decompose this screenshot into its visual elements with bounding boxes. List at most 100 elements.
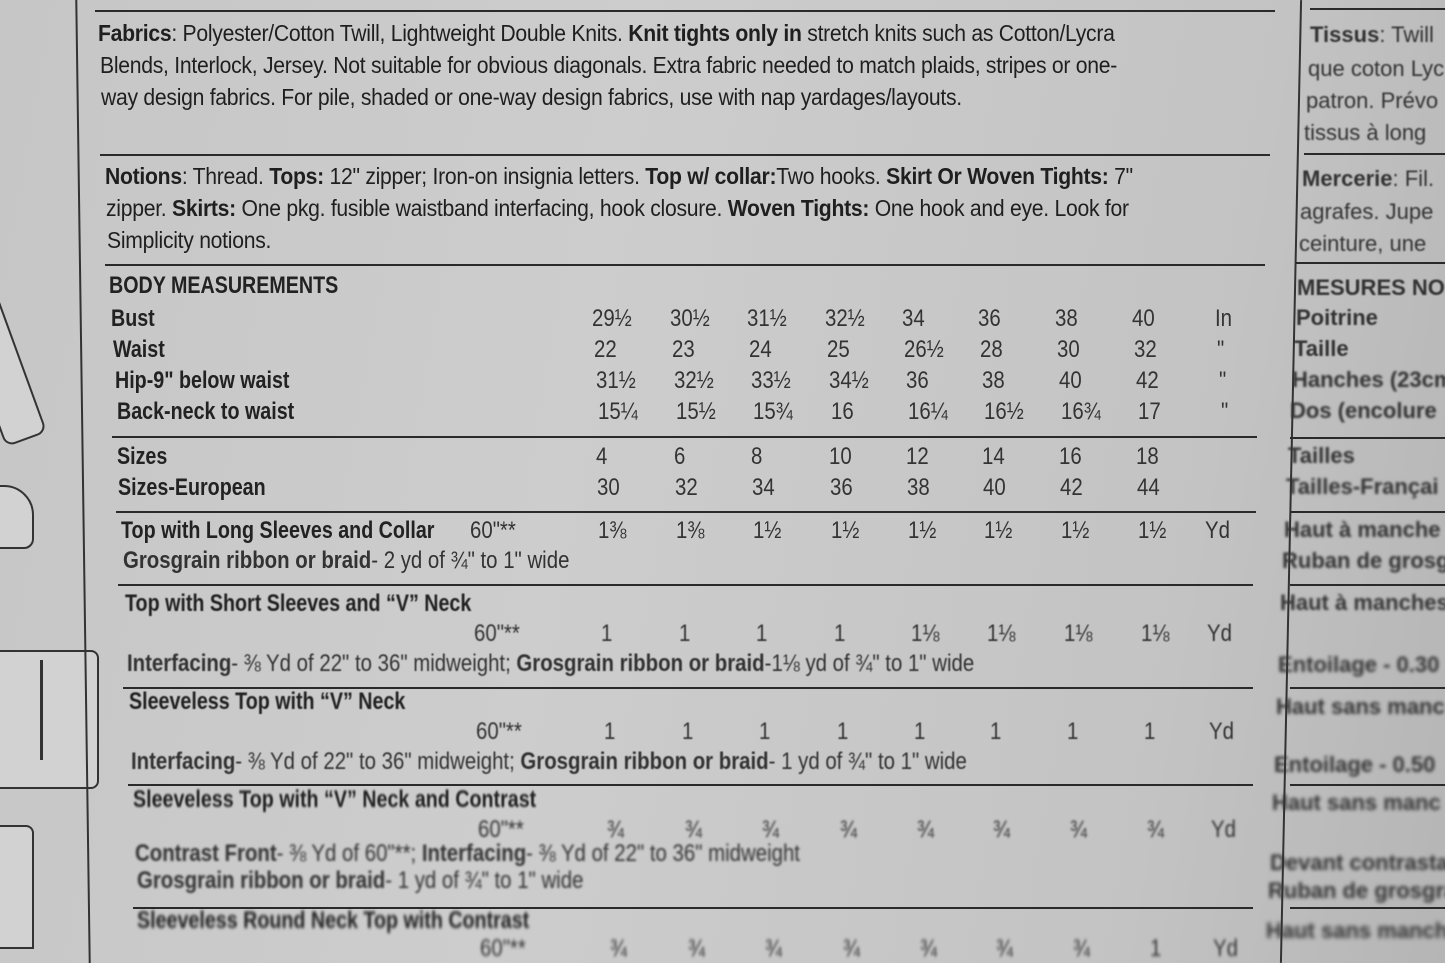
value-cell: ¾ <box>1070 816 1088 843</box>
value-cell: 4 <box>596 443 608 470</box>
value-cell: 1 <box>759 718 771 745</box>
value-cell: 1⅛ <box>911 620 940 647</box>
french-mercerie: Mercerie: Fil. <box>1302 166 1434 192</box>
view-title: Top with Long Sleeves and Collar <box>121 517 435 544</box>
short-sleeve-sketch <box>0 485 34 549</box>
french-row-label: Tailles-Françai <box>1286 474 1439 499</box>
fabrics-line-2: Blends, Interlock, Jersey. Not suitable … <box>100 52 1118 78</box>
divider <box>95 10 1275 12</box>
unit-label: " <box>1221 398 1229 425</box>
value-cell: ¾ <box>840 816 858 843</box>
value-cell: ¾ <box>765 935 783 962</box>
notions-text: One hook and eye. Look for <box>869 195 1129 221</box>
note-text: Interfacing <box>127 650 232 677</box>
mercerie-text: : Fil. <box>1392 166 1435 191</box>
value-cell: 30½ <box>670 305 710 332</box>
measurement-label: Back-neck to waist <box>117 398 295 425</box>
value-cell: 15¾ <box>753 398 793 425</box>
notions-note: Interfacing- ⅜ Yd of 22" to 36" midweigh… <box>127 650 974 678</box>
value-cell: 36 <box>978 305 1001 332</box>
unit-label: Yd <box>1213 935 1238 962</box>
notions-note: Interfacing- ⅜ Yd of 22" to 36" midweigh… <box>131 748 967 776</box>
value-cell: 31½ <box>596 367 636 394</box>
value-cell: 30 <box>597 474 620 501</box>
value-cell: 1⅛ <box>987 620 1016 647</box>
note-text: Contrast Front <box>135 840 277 867</box>
french-row-label: Taille <box>1294 336 1349 361</box>
notions-text: Skirt Or Woven Tights: <box>886 163 1109 189</box>
unit-label: Yd <box>1207 620 1232 647</box>
notions-line-1: Notions: Thread. Tops: 12" zipper; Iron-… <box>105 163 1133 190</box>
divider <box>1290 784 1445 786</box>
value-cell: 29½ <box>592 305 632 332</box>
notions-text: zipper. <box>106 195 173 221</box>
notions-text: One pkg. fusible waistband interfacing, … <box>235 195 728 221</box>
view-title: Sleeveless Top with “V” Neck <box>129 688 406 715</box>
divider <box>116 511 1256 513</box>
notions-line-2: zipper. Skirts: One pkg. fusible waistba… <box>106 195 1129 222</box>
value-cell: 1 <box>837 718 849 745</box>
value-cell: 38 <box>982 367 1005 394</box>
zipper-top-sketch <box>0 650 99 789</box>
value-cell: 38 <box>1055 305 1078 332</box>
value-cell: 22 <box>594 336 617 363</box>
value-cell: 40 <box>1132 305 1155 332</box>
value-cell: 1½ <box>831 517 860 544</box>
note-text: - 1 yd of ¾" to 1" wide <box>768 748 967 775</box>
value-cell: 34½ <box>829 367 869 394</box>
body-measurements-heading: BODY MEASUREMENTS <box>109 272 339 299</box>
value-cell: 16¾ <box>1061 398 1101 425</box>
notions-label: Notions <box>105 163 182 189</box>
value-cell: ¾ <box>917 816 935 843</box>
notions-text: 12" zipper; Iron-on insignia letters. <box>323 163 646 189</box>
value-cell: 1½ <box>753 517 782 544</box>
divider <box>128 784 1253 786</box>
zipper-line <box>40 660 43 760</box>
value-cell: ¾ <box>1073 935 1091 962</box>
value-cell: 1 <box>1150 935 1162 962</box>
sleeve-sketch <box>0 296 48 448</box>
value-cell: 16 <box>831 398 854 425</box>
value-cell: ¾ <box>1147 816 1165 843</box>
note-text: - 1 yd of ¾" to 1" wide <box>385 867 584 894</box>
value-cell: 34 <box>902 305 925 332</box>
value-cell: 26½ <box>904 336 944 363</box>
note-text: Interfacing <box>421 840 527 867</box>
value-cell: 24 <box>749 336 772 363</box>
value-cell: 1 <box>601 620 613 647</box>
note-text: - 2 yd of ¾" to 1" wide <box>371 547 570 574</box>
note-text: Grosgrain ribbon or braid <box>123 547 372 574</box>
french-row-label: Haut sans manc <box>1276 694 1445 719</box>
divider <box>1304 153 1445 155</box>
value-cell: 1⅜ <box>676 517 705 544</box>
divider <box>1290 584 1445 586</box>
value-cell: 1 <box>682 718 694 745</box>
measurement-label: Waist <box>113 336 165 363</box>
value-cell: 6 <box>674 443 686 470</box>
value-cell: 16 <box>1059 443 1082 470</box>
value-cell: ¾ <box>688 935 706 962</box>
value-cell: 1 <box>834 620 846 647</box>
fabric-width: 60"** <box>470 517 516 544</box>
unit-label: Yd <box>1205 517 1230 544</box>
notions-line-3: Simplicity notions. <box>107 227 272 253</box>
french-row-label: Poitrine <box>1296 305 1378 330</box>
value-cell: 1½ <box>1138 517 1167 544</box>
value-cell: 31½ <box>747 305 787 332</box>
view-title: Sleeveless Top with “V” Neck and Contras… <box>133 786 537 813</box>
value-cell: 32 <box>675 474 698 501</box>
value-cell: 1 <box>604 718 616 745</box>
french-row-label: Tailles <box>1288 443 1355 468</box>
value-cell: ¾ <box>843 935 861 962</box>
note-text: - ⅜ Yd of 60"**; <box>276 840 422 867</box>
french-tissus-3: patron. Prévo <box>1306 88 1439 113</box>
divider <box>118 584 1253 586</box>
value-cell: 15¼ <box>598 398 638 425</box>
unit-label: " <box>1217 336 1225 363</box>
notions-text: 7" <box>1108 163 1133 189</box>
fabrics-text: : Polyester/Cotton Twill, Lightweight Do… <box>171 20 629 46</box>
notions-note: Contrast Front- ⅜ Yd of 60"**; Interfaci… <box>135 840 800 868</box>
value-cell: 16¼ <box>908 398 948 425</box>
divider <box>1290 687 1445 689</box>
